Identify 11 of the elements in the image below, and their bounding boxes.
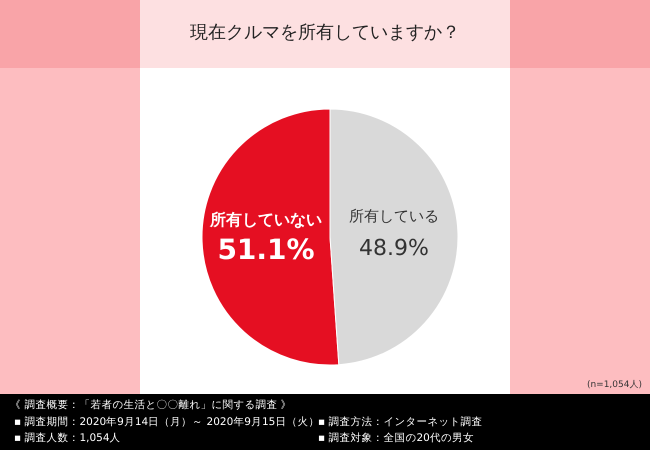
data-label: 48.9%	[359, 236, 429, 261]
text: (n=1,054人)	[586, 378, 642, 391]
text: ▪ 調査期間：2020年9月14日（月）～ 2020年9月15日（火）	[14, 415, 320, 429]
slice-label: 所有している	[348, 206, 439, 225]
text: ▪ 調査方法：インターネット調査	[318, 415, 482, 429]
data-label: 51.1%	[217, 233, 315, 266]
slice-label: 所有していない	[209, 210, 322, 230]
text: ▪ 調査対象：全国の20代の男女	[318, 431, 474, 445]
text: ▪ 調査人数：1,054人	[14, 431, 121, 445]
text: 《 調査概要：「若者の生活と〇〇離れ」に関する調査 》	[10, 398, 292, 412]
chart-title: 現在クルマを所有していますか？	[189, 21, 461, 44]
